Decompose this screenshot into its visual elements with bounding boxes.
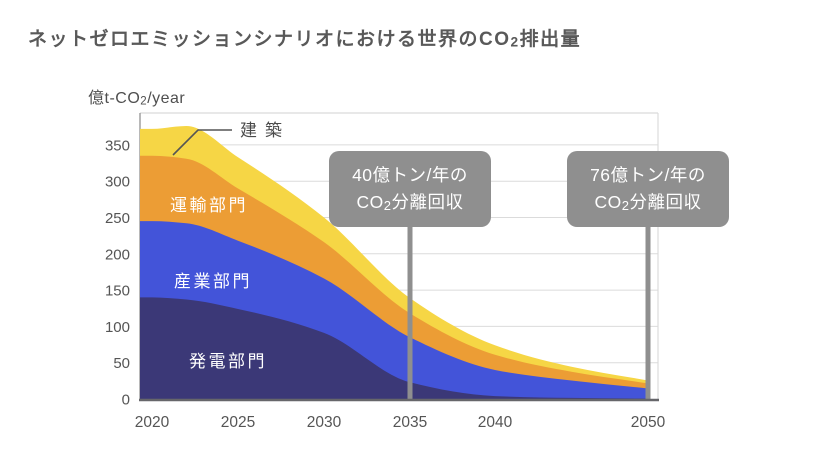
x-tick-label: 2020 xyxy=(135,414,170,431)
chart-title: ネットゼロエミッションシナリオにおける世界のCO2排出量 xyxy=(28,29,582,50)
x-tick-label: 2040 xyxy=(478,414,513,431)
y-tick-label: 300 xyxy=(105,174,130,191)
y-tick-label: 100 xyxy=(105,319,130,336)
area-power xyxy=(140,297,648,400)
annotation-box xyxy=(567,151,729,227)
y-tick-label: 0 xyxy=(122,392,130,409)
stacked-areas xyxy=(140,126,648,400)
y-tick-label: 50 xyxy=(113,355,130,372)
y-tick-label: 200 xyxy=(105,246,130,263)
y-axis-unit-label: 億t-CO2/year xyxy=(88,90,186,108)
annotation-marker-bar xyxy=(407,221,413,400)
series-label: 発電部門 xyxy=(189,352,267,371)
annotation-text: CO2分離回収 xyxy=(595,192,702,213)
series-label: 産業部門 xyxy=(174,272,252,291)
annotation-box xyxy=(329,151,491,227)
callout-line xyxy=(172,129,232,156)
annotation-text: 40億トン/年の xyxy=(352,165,468,185)
x-tick-label: 2050 xyxy=(631,414,666,431)
x-tick-label: 2030 xyxy=(307,414,342,431)
y-tick-label: 250 xyxy=(105,210,130,227)
callout-label: 建築 xyxy=(240,121,290,140)
y-tick-label: 150 xyxy=(105,283,130,300)
x-tick-label: 2025 xyxy=(221,414,255,431)
series-label: 運輸部門 xyxy=(170,196,248,215)
annotation-text: 76億トン/年の xyxy=(590,165,706,185)
annotation-text: CO2分離回収 xyxy=(357,192,464,213)
y-tick-label: 350 xyxy=(105,137,130,154)
x-tick-label: 2035 xyxy=(393,414,427,431)
annotation-marker-bar xyxy=(645,221,651,400)
